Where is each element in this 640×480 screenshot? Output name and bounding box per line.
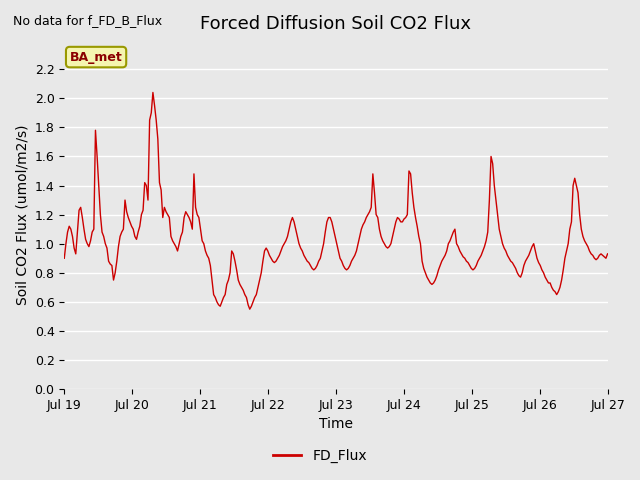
Legend: FD_Flux: FD_Flux	[268, 443, 372, 468]
X-axis label: Time: Time	[319, 418, 353, 432]
Y-axis label: Soil CO2 Flux (umol/m2/s): Soil CO2 Flux (umol/m2/s)	[15, 124, 29, 305]
Text: No data for f_FD_B_Flux: No data for f_FD_B_Flux	[13, 14, 162, 27]
Title: Forced Diffusion Soil CO2 Flux: Forced Diffusion Soil CO2 Flux	[200, 15, 472, 33]
Text: BA_met: BA_met	[70, 50, 122, 63]
